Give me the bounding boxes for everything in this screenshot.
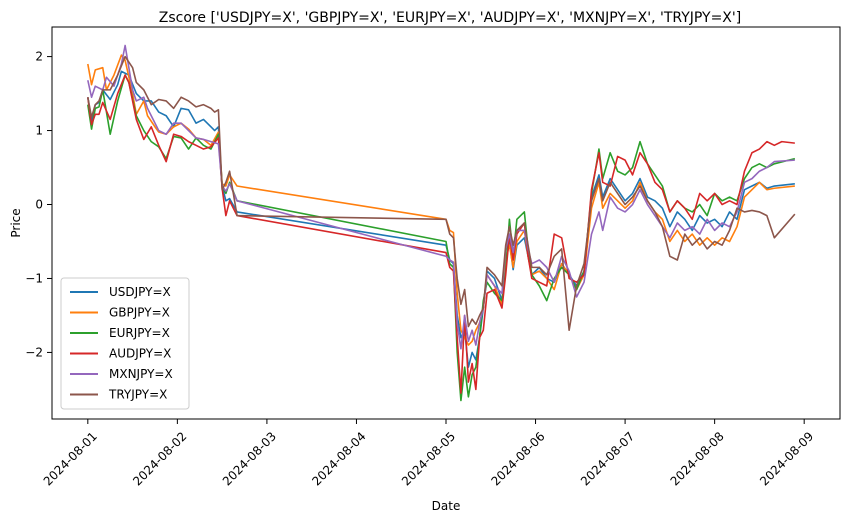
y-tick-label: 1 [35,124,43,138]
legend: USDJPY=X GBPJPY=X EURJPY=X AUDJPY=X MXNJPY=X… [60,277,190,410]
legend-box [60,277,190,410]
y-tick-label: 2 [35,50,43,64]
y-axis-label: Price [9,208,23,237]
legend-label: TRYJPY=X [108,388,167,402]
x-axis-label: Date [432,499,461,513]
legend-label: GBPJPY=X [109,306,170,320]
y-axis: −2 −1 0 1 2 [25,50,52,359]
legend-label: EURJPY=X [109,326,170,340]
series-layer [87,44,796,402]
y-tick-label: −2 [25,345,43,359]
y-tick-label: −1 [25,271,43,285]
series-line-tryjpy-x [87,55,796,332]
legend-label: MXNJPY=X [109,367,173,381]
chart-title: Zscore ['USDJPY=X', 'GBPJPY=X', 'EURJPY=… [159,10,741,26]
legend-label: AUDJPY=X [109,347,171,361]
axes-frame [51,26,841,420]
y-tick-label: 0 [35,198,43,212]
legend-label: USDJPY=X [109,285,171,299]
